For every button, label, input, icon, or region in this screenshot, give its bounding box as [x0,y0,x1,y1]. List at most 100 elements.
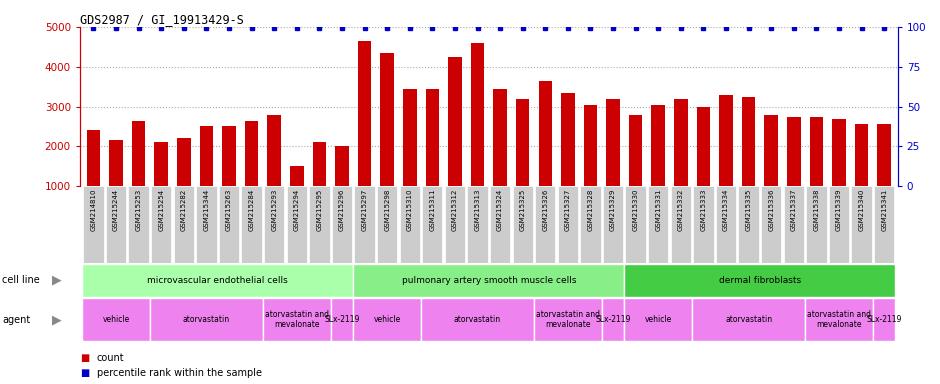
Text: dermal fibroblasts: dermal fibroblasts [719,276,801,285]
Bar [448,57,462,226]
FancyBboxPatch shape [534,298,602,341]
FancyBboxPatch shape [264,186,285,263]
FancyBboxPatch shape [106,186,126,263]
Bar [877,124,891,226]
Bar [154,142,168,226]
Bar [764,114,778,226]
FancyBboxPatch shape [129,186,149,263]
Text: vehicle: vehicle [373,315,400,324]
Bar [584,104,597,226]
Text: GSM215333: GSM215333 [700,189,707,231]
Text: GSM215311: GSM215311 [430,189,435,231]
FancyBboxPatch shape [242,186,261,263]
Text: microvascular endothelial cells: microvascular endothelial cells [148,276,288,285]
FancyBboxPatch shape [557,186,578,263]
FancyBboxPatch shape [196,186,216,263]
Text: GSM215328: GSM215328 [588,189,593,231]
Bar [697,107,711,226]
Text: GSM215296: GSM215296 [339,189,345,231]
Text: GSM215294: GSM215294 [294,189,300,231]
Bar [516,99,529,226]
Text: atorvastatin and
mevalonate: atorvastatin and mevalonate [807,310,871,329]
Bar [358,41,371,226]
Text: GSM214810: GSM214810 [90,189,97,231]
FancyBboxPatch shape [82,264,353,297]
FancyBboxPatch shape [807,186,826,263]
Text: percentile rank within the sample: percentile rank within the sample [97,368,262,378]
Text: ■: ■ [80,353,89,363]
FancyBboxPatch shape [805,298,873,341]
Bar [561,93,574,226]
Bar [787,116,801,226]
FancyBboxPatch shape [624,298,692,341]
Text: GSM215298: GSM215298 [384,189,390,231]
Text: GSM215326: GSM215326 [542,189,548,231]
FancyBboxPatch shape [353,298,421,341]
Text: GSM215329: GSM215329 [610,189,616,231]
Text: GSM215340: GSM215340 [858,189,865,231]
Text: SLx-2119: SLx-2119 [867,315,901,324]
Text: GSM215324: GSM215324 [497,189,503,231]
Text: GDS2987 / GI_19913429-S: GDS2987 / GI_19913429-S [80,13,243,26]
FancyBboxPatch shape [873,298,896,341]
FancyBboxPatch shape [829,186,849,263]
Bar [381,53,394,226]
Text: GSM215327: GSM215327 [565,189,571,231]
Text: GSM215297: GSM215297 [362,189,368,231]
Text: GSM215244: GSM215244 [113,189,119,231]
Bar [674,99,687,226]
Bar [809,116,823,226]
FancyBboxPatch shape [739,186,759,263]
Bar [742,97,756,226]
Bar [719,94,733,226]
Text: GSM215263: GSM215263 [226,189,232,231]
Text: GSM215254: GSM215254 [158,189,164,231]
Bar [426,89,439,226]
Text: GSM215337: GSM215337 [791,189,797,231]
Text: GSM215295: GSM215295 [317,189,322,231]
FancyBboxPatch shape [602,298,624,341]
Text: GSM215341: GSM215341 [881,189,887,231]
Text: GSM215253: GSM215253 [135,189,142,231]
FancyBboxPatch shape [694,186,713,263]
Bar [290,166,304,226]
FancyBboxPatch shape [512,186,533,263]
Bar [132,121,146,226]
Bar [606,99,619,226]
Text: count: count [97,353,124,363]
Text: atorvastatin and
mevalonate: atorvastatin and mevalonate [265,310,329,329]
Text: atorvastatin: atorvastatin [183,315,230,324]
Text: ▶: ▶ [52,313,61,326]
FancyBboxPatch shape [263,298,331,341]
FancyBboxPatch shape [400,186,420,263]
Text: GSM215293: GSM215293 [271,189,277,231]
Text: atorvastatin and
mevalonate: atorvastatin and mevalonate [536,310,600,329]
FancyBboxPatch shape [150,298,263,341]
Bar [629,114,642,226]
Bar [267,114,281,226]
Text: vehicle: vehicle [102,315,130,324]
Bar [336,146,349,226]
FancyBboxPatch shape [624,264,896,297]
Bar [471,43,484,226]
Text: ■: ■ [80,368,89,378]
Text: GSM215282: GSM215282 [180,189,187,231]
Text: ▶: ▶ [52,274,61,287]
FancyBboxPatch shape [287,186,307,263]
FancyBboxPatch shape [151,186,171,263]
FancyBboxPatch shape [761,186,781,263]
FancyBboxPatch shape [174,186,194,263]
Bar [403,89,416,226]
Text: SLx-2119: SLx-2119 [324,315,360,324]
Text: GSM215344: GSM215344 [203,189,210,231]
FancyBboxPatch shape [353,264,624,297]
Bar [244,121,258,226]
Bar [109,141,123,226]
FancyBboxPatch shape [603,186,623,263]
FancyBboxPatch shape [219,186,239,263]
Text: GSM215313: GSM215313 [475,189,480,231]
Bar [832,119,846,226]
FancyBboxPatch shape [670,186,691,263]
FancyBboxPatch shape [445,186,465,263]
Text: GSM215338: GSM215338 [813,189,820,231]
